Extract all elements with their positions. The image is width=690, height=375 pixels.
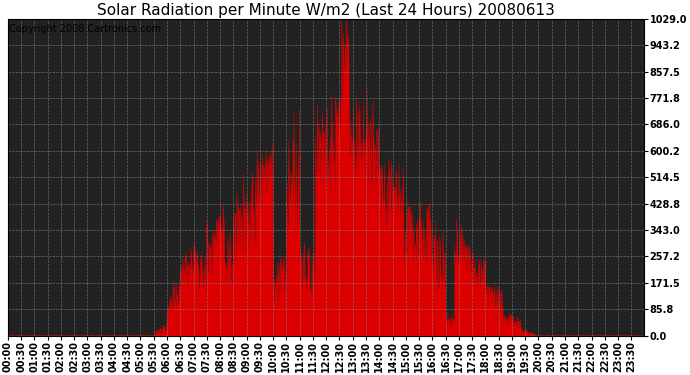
Title: Solar Radiation per Minute W/m2 (Last 24 Hours) 20080613: Solar Radiation per Minute W/m2 (Last 24… [97, 3, 555, 18]
Text: Copyright 2008 Cartronics.com: Copyright 2008 Cartronics.com [9, 24, 161, 34]
